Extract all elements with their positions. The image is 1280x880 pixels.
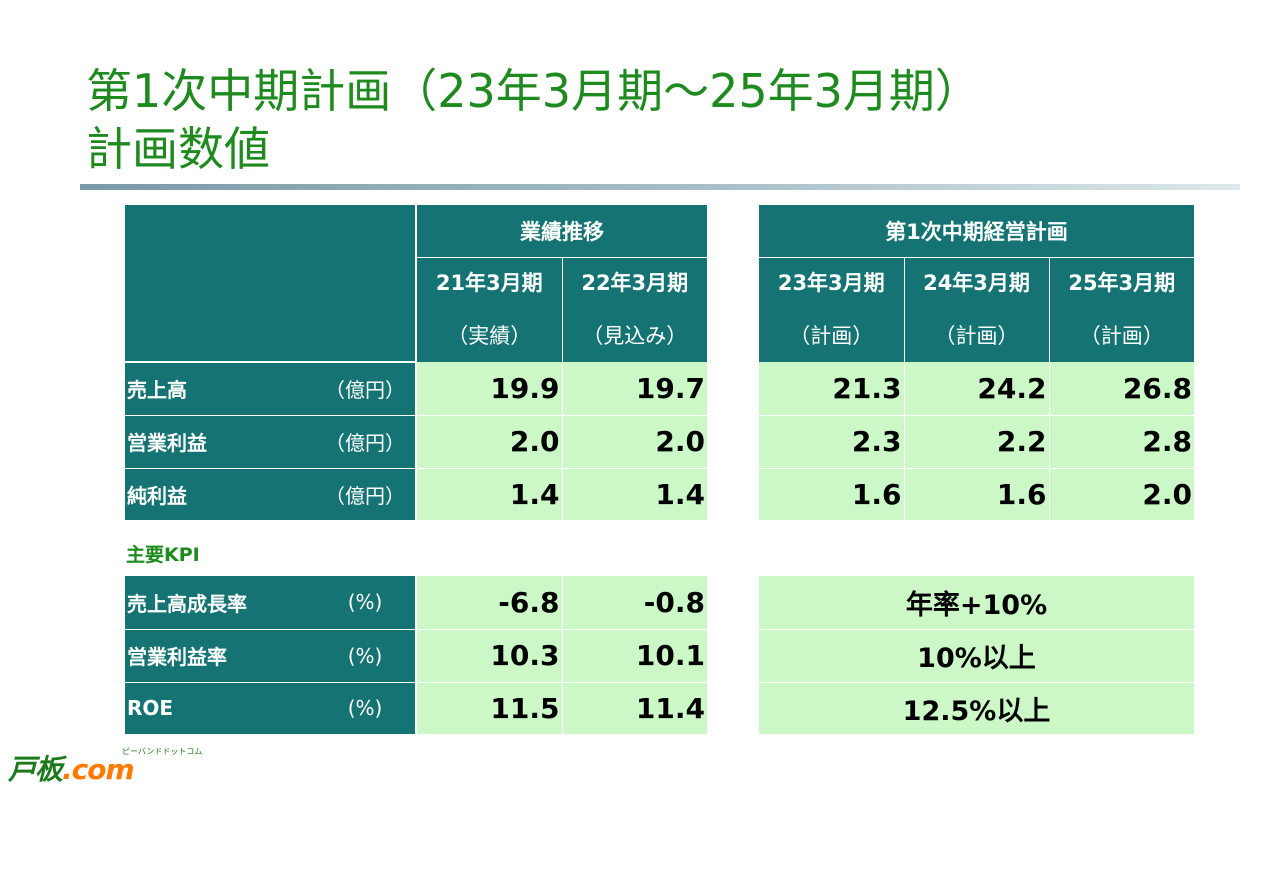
table-corner	[125, 307, 416, 362]
value-cell: 10.1	[562, 629, 707, 683]
financial-table: 業績推移 第1次中期経営計画 21年3月期 22年3月期 23年3月期 24年3…	[125, 205, 1194, 520]
period-header: 23年3月期	[759, 257, 905, 307]
table-gap	[707, 415, 759, 468]
kpi-heading: 主要KPI	[126, 544, 200, 566]
value-cell: 19.9	[415, 362, 563, 416]
table-row: 売上高成長率 (%) -6.8 -0.8 年率+10%	[125, 576, 1194, 630]
kpi-target: 年率+10%	[759, 576, 1194, 630]
kpi-label: ROE	[125, 682, 315, 734]
row-label: 純利益	[125, 468, 315, 520]
table-gap	[707, 468, 759, 520]
value-cell: 1.4	[415, 468, 563, 520]
table-gap	[707, 629, 759, 682]
kpi-unit: (%)	[315, 629, 416, 683]
kpi-label: 営業利益率	[125, 629, 315, 683]
kpi-unit: (%)	[315, 682, 416, 734]
table-corner	[125, 257, 416, 307]
value-cell: 1.4	[562, 468, 707, 520]
period-status: （計画）	[1049, 307, 1194, 362]
value-cell: 2.8	[1049, 415, 1194, 469]
table-gap	[707, 205, 759, 257]
logo-part1: 戸板	[8, 753, 63, 786]
group-header-plan: 第1次中期経営計画	[759, 205, 1194, 258]
value-cell: 2.3	[759, 415, 905, 469]
value-cell: 11.4	[562, 682, 707, 734]
logo-wordmark: 戸板.com	[8, 748, 135, 788]
period-header: 22年3月期	[562, 257, 707, 307]
period-status: （計画）	[759, 307, 905, 362]
table-gap	[707, 576, 759, 629]
group-header-results: 業績推移	[415, 205, 707, 258]
table-corner	[125, 205, 416, 257]
period-status: （見込み）	[562, 307, 707, 362]
value-cell: 10.3	[415, 629, 563, 683]
page-title-line2: 計画数値	[86, 122, 270, 176]
value-cell: 21.3	[759, 362, 905, 416]
table-row: 営業利益 （億円） 2.0 2.0 2.3 2.2 2.8	[125, 415, 1194, 469]
title-divider	[80, 184, 1240, 190]
row-unit: （億円）	[315, 361, 416, 416]
kpi-label: 売上高成長率	[125, 576, 315, 630]
table-row: ROE (%) 11.5 11.4 12.5%以上	[125, 682, 1194, 734]
value-cell: 2.0	[415, 415, 563, 469]
table-gap	[707, 307, 759, 362]
value-cell: 1.6	[904, 468, 1050, 520]
kpi-target: 10%以上	[759, 629, 1194, 683]
kpi-target: 12.5%以上	[759, 682, 1194, 734]
kpi-unit: (%)	[315, 576, 416, 630]
value-cell: 11.5	[415, 682, 563, 734]
table-row: 純利益 （億円） 1.4 1.4 1.6 1.6 2.0	[125, 468, 1194, 520]
kpi-table: 売上高成長率 (%) -6.8 -0.8 年率+10% 営業利益率 (%) 10…	[125, 576, 1194, 734]
value-cell: 2.0	[562, 415, 707, 469]
value-cell: 26.8	[1049, 362, 1194, 416]
value-cell: 2.2	[904, 415, 1050, 469]
row-unit: （億円）	[315, 468, 416, 520]
value-cell: 19.7	[562, 362, 707, 416]
logo-ruby: ピーバンドドットコム	[122, 747, 203, 756]
value-cell: 1.6	[759, 468, 905, 520]
table-gap	[707, 682, 759, 734]
table-gap	[707, 257, 759, 307]
period-status: （実績）	[415, 307, 563, 362]
row-unit: （億円）	[315, 415, 416, 469]
table-gap	[707, 362, 759, 415]
table-row: 売上高 （億円） 19.9 19.7 21.3 24.2 26.8	[125, 361, 1194, 416]
value-cell: 2.0	[1049, 468, 1194, 520]
logo-part2: .com	[62, 753, 135, 786]
period-header: 25年3月期	[1049, 257, 1194, 307]
period-status: （計画）	[904, 307, 1050, 362]
value-cell: 24.2	[904, 362, 1050, 416]
value-cell: -0.8	[562, 576, 707, 630]
row-label: 営業利益	[125, 415, 315, 469]
value-cell: -6.8	[415, 576, 563, 630]
table-row: 営業利益率 (%) 10.3 10.1 10%以上	[125, 629, 1194, 683]
page-title-line1: 第1次中期計画（23年3月期～25年3月期）	[86, 64, 981, 118]
page-title: 第1次中期計画（23年3月期～25年3月期） 計画数値	[86, 62, 981, 178]
company-logo: 戸板.com ピーバンドドットコム	[8, 747, 202, 788]
period-header: 21年3月期	[415, 257, 563, 307]
period-header: 24年3月期	[904, 257, 1050, 307]
row-label: 売上高	[125, 361, 315, 416]
